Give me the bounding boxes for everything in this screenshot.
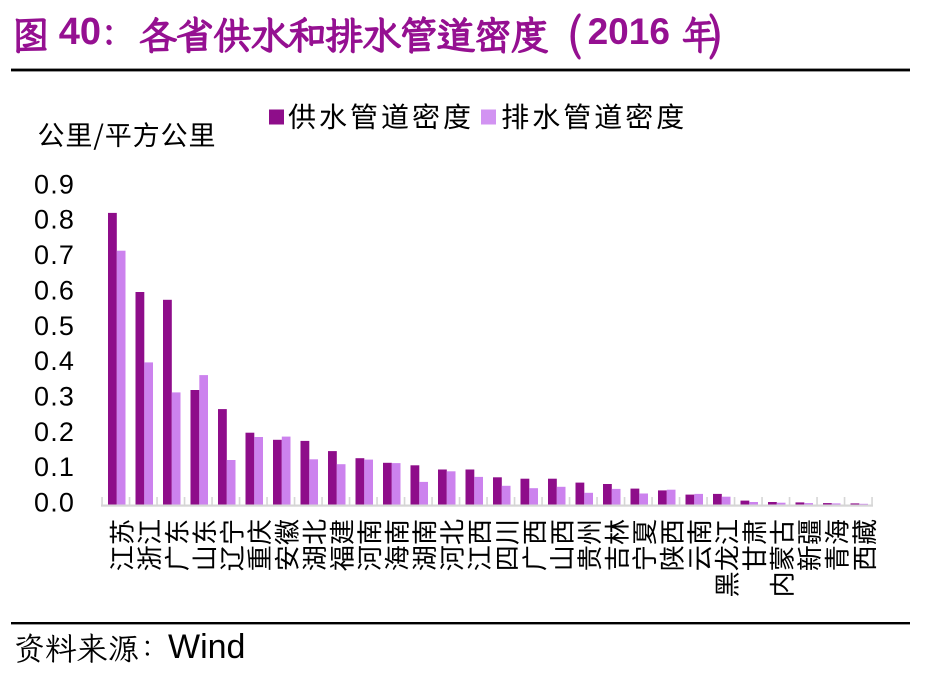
svg-text:0.9: 0.9 xyxy=(34,169,75,199)
svg-text:0.7: 0.7 xyxy=(34,240,75,270)
svg-text:0.8: 0.8 xyxy=(34,205,75,235)
svg-text:0.2: 0.2 xyxy=(34,417,75,447)
svg-text:0.5: 0.5 xyxy=(34,311,75,341)
svg-text:0.0: 0.0 xyxy=(34,488,75,518)
svg-text:0.1: 0.1 xyxy=(34,452,75,482)
svg-text:Wind: Wind xyxy=(168,628,245,666)
svg-text:0.6: 0.6 xyxy=(34,275,75,305)
svg-text:0.4: 0.4 xyxy=(34,346,75,376)
svg-text:40: 40 xyxy=(59,11,101,53)
svg-text:2016: 2016 xyxy=(588,11,670,52)
svg-text:0.3: 0.3 xyxy=(34,381,75,411)
